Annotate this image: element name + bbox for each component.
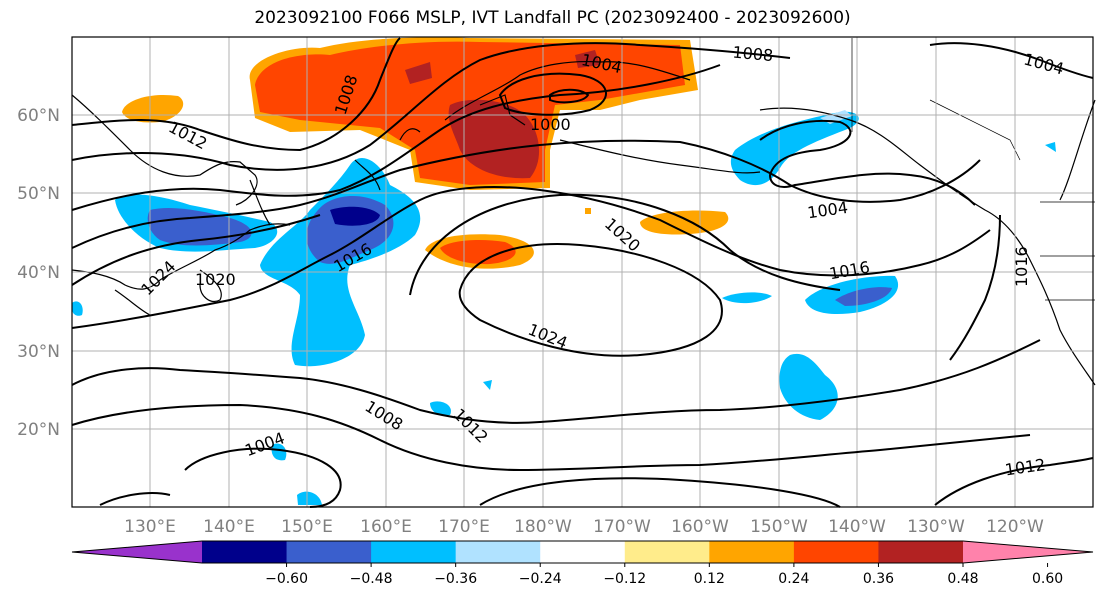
colorbar-tick-label: −0.12: [603, 571, 646, 587]
lon-label: 130°W: [907, 517, 965, 537]
lon-label: 170°E: [438, 517, 490, 537]
colorbar-outline: [71, 540, 1094, 564]
isobar-label: 1024: [137, 257, 179, 299]
colorbar-min-extension: [72, 541, 202, 563]
lon-label: 160°E: [360, 517, 412, 537]
lon-label: 150°E: [281, 517, 333, 537]
isobar-label: 1020: [195, 270, 236, 289]
colorbar-swatch: [793, 541, 879, 563]
negative-pc-region-6: [779, 353, 838, 420]
positive-pc-region-2-core: [440, 240, 516, 265]
negative-pc-region-3: [730, 111, 859, 186]
lat-label: 60°N: [17, 106, 60, 126]
map-frame: [71, 36, 1094, 508]
lat-label: 30°N: [17, 342, 60, 362]
negative-pc-small-5: [483, 380, 492, 390]
negative-pc-region-5: [722, 292, 772, 304]
positive-pc-small-2: [575, 50, 600, 68]
lon-label: 140°W: [828, 517, 886, 537]
colorbar-tick-label: −0.24: [519, 571, 562, 587]
lon-label: 130°E: [124, 517, 176, 537]
colorbar-swatch: [878, 541, 964, 563]
isobar-label: 1016: [1012, 246, 1031, 287]
colorbar-tick-label: −0.48: [350, 571, 393, 587]
lon-label: 140°E: [203, 517, 255, 537]
negative-pc-region-4-core: [835, 287, 892, 306]
lat-label: 40°N: [17, 263, 60, 283]
lon-label: 180°W: [514, 517, 572, 537]
isobar-label: 1012: [165, 117, 210, 153]
colorbar-tick-label: 0.48: [947, 571, 978, 587]
colorbar-tick-label: 0.60: [1032, 571, 1063, 587]
isobar-label: 1024: [525, 320, 570, 353]
negative-pc-small-4: [71, 301, 83, 316]
colorbar-tick-label: 0.24: [778, 571, 809, 587]
lon-label: 160°W: [671, 517, 729, 537]
isobar-label: 1008: [732, 43, 774, 65]
colorbar-swatch: [455, 541, 541, 563]
negative-pc-small-6: [1045, 142, 1056, 152]
coastlines: [71, 61, 1096, 386]
lat-label: 20°N: [17, 420, 60, 440]
colorbar-max-extension: [963, 541, 1093, 563]
colorbar: −0.60 −0.48 −0.36 −0.24 −0.12 0.12 0.24 0.36 0.4…: [71, 540, 1094, 587]
colorbar-tick-label: −0.36: [434, 571, 477, 587]
negative-pc-small-1: [430, 401, 451, 416]
isobar-label: 1000: [530, 115, 571, 134]
colorbar-tick-label: 0.36: [863, 571, 894, 587]
positive-pc-dot: [585, 208, 591, 214]
colorbar-swatch: [286, 541, 372, 563]
ivt-shading: [71, 37, 1056, 505]
isobar-label: 1012: [1004, 455, 1047, 479]
positive-pc-region-3: [640, 210, 729, 235]
political-borders: [851, 38, 1095, 301]
colorbar-swatch: [202, 541, 288, 563]
map-title: 2023092100 F066 MSLP, IVT Landfall PC (2…: [254, 8, 851, 28]
isobars: [71, 37, 1094, 508]
colorbar-swatch: [624, 541, 710, 563]
lon-label: 170°W: [593, 517, 651, 537]
colorbar-swatch: [709, 541, 795, 563]
negative-pc-small-2: [271, 443, 287, 461]
lon-label: 120°W: [986, 517, 1044, 537]
gridlines: [72, 37, 1093, 507]
lat-label: 50°N: [17, 184, 60, 204]
isobar-label: 1004: [1022, 50, 1066, 79]
colorbar-tick-label: 0.12: [694, 571, 725, 587]
colorbar-swatch: [540, 541, 626, 563]
isobar-label: 1004: [806, 198, 849, 222]
lon-label: 150°W: [750, 517, 808, 537]
longitude-labels: 130°E 140°E 150°E 160°E 170°E 180°W 170°…: [124, 517, 1044, 537]
latitude-labels: 60°N 50°N 40°N 30°N 20°N: [17, 106, 60, 440]
positive-pc-small-3: [122, 94, 184, 123]
positive-pc-small-1: [405, 62, 432, 84]
colorbar-tick-label: −0.60: [265, 571, 308, 587]
isobar-label: 1012: [450, 405, 492, 447]
negative-pc-region-max: [330, 206, 380, 226]
negative-pc-small-3: [297, 491, 322, 505]
colorbar-swatch: [371, 541, 457, 563]
